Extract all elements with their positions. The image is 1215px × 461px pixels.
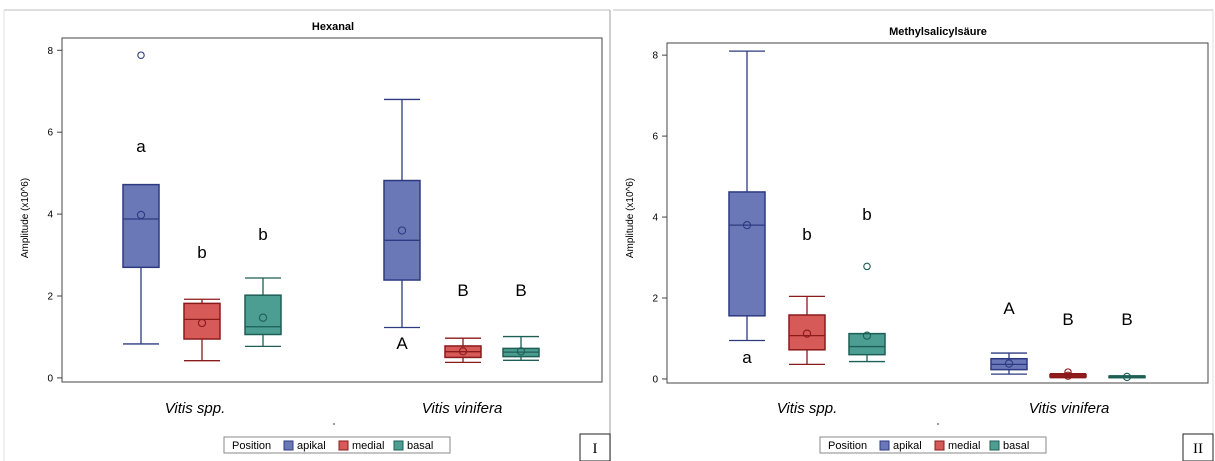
significance-letter: B <box>1062 310 1073 329</box>
legend-swatch-apikal <box>879 440 890 451</box>
box-basal: b <box>244 225 282 348</box>
y-tick-label: 2 <box>47 292 53 303</box>
box-plot: a b b A B B <box>122 51 540 363</box>
box-medial: B <box>1049 310 1087 380</box>
legend-entry: apikal <box>893 440 922 452</box>
significance-letter: b <box>197 243 206 262</box>
box-basal: B <box>502 281 540 361</box>
box-iqr <box>183 302 221 340</box>
y-tick-label: 6 <box>652 132 658 143</box>
chart-title: Hexanal <box>312 21 354 33</box>
panel-label: I <box>593 441 598 457</box>
significance-letter: b <box>802 225 811 244</box>
mean-marker <box>458 347 468 356</box>
y-tick-label: 4 <box>47 210 53 221</box>
x-category-label: Vitis spp. <box>777 400 838 417</box>
significance-letter: B <box>1121 310 1132 329</box>
x-category-label: Vitis vinifera <box>1029 400 1110 417</box>
mean-marker <box>1063 371 1073 380</box>
mean-marker <box>862 331 872 340</box>
box-iqr <box>122 183 160 269</box>
y-tick-label: 0 <box>47 373 53 384</box>
panel-label-box: I <box>579 433 611 461</box>
mean-marker <box>258 313 268 322</box>
outlier-point <box>137 51 145 59</box>
y-tick-label: 8 <box>652 51 658 62</box>
box-plot: a b b A B B <box>728 50 1146 382</box>
legend-entry: medial <box>352 440 384 452</box>
mean-marker <box>397 226 407 235</box>
outlier-point <box>863 262 871 271</box>
chart-title: Methylsalicylsäure <box>889 26 987 38</box>
y-axis: 0 2 4 6 8 <box>652 51 667 385</box>
mean-marker <box>516 347 526 356</box>
mean-marker <box>1004 359 1014 368</box>
panel-label: II <box>1193 441 1203 457</box>
plot-area <box>61 37 603 383</box>
panel-frame-left <box>3 9 611 461</box>
mean-marker <box>742 220 752 230</box>
y-tick-label: 0 <box>652 374 658 385</box>
significance-letter: b <box>862 205 871 224</box>
legend: Position apikal medial basal <box>223 436 451 454</box>
box-medial: b <box>183 243 221 362</box>
legend-swatch-medial <box>338 440 349 451</box>
box-basal: b <box>848 205 886 363</box>
y-tick-label: 2 <box>652 294 658 305</box>
legend-title: Position <box>232 440 271 452</box>
box-apikal: a <box>122 51 160 345</box>
box-iqr <box>383 179 421 281</box>
legend-entry: basal <box>1003 440 1029 452</box>
plot-area <box>666 42 1209 384</box>
panel-label-box: II <box>1182 433 1214 461</box>
box-iqr <box>728 191 766 317</box>
x-category-label: Vitis spp. <box>165 400 226 417</box>
y-axis-label: Amplitude (x10^6) <box>625 178 636 258</box>
legend-entry: apikal <box>297 440 326 452</box>
stray-dot <box>333 423 335 425</box>
y-tick-label: 4 <box>652 213 658 224</box>
y-tick-label: 6 <box>47 128 53 139</box>
significance-letter: A <box>396 334 408 353</box>
box-medial: b <box>788 225 826 366</box>
x-category-label: Vitis vinifera <box>422 400 503 417</box>
legend-title: Position <box>828 440 867 452</box>
box-iqr <box>788 314 826 351</box>
significance-letter: B <box>457 281 468 300</box>
y-tick-label: 8 <box>47 46 53 57</box>
mean-marker <box>1122 372 1132 382</box>
significance-letter: A <box>1003 299 1015 318</box>
mean-marker <box>197 318 207 328</box>
legend-swatch-medial <box>934 440 945 451</box>
significance-letter: a <box>742 348 752 367</box>
mean-marker <box>802 329 812 338</box>
legend-entry: basal <box>407 440 433 452</box>
box-basal: B <box>1108 310 1146 382</box>
significance-letter: b <box>258 225 267 244</box>
box-iqr <box>848 332 886 356</box>
legend: Position apikal medial basal <box>819 436 1047 454</box>
mean-marker <box>136 210 146 220</box>
box-medial: B <box>444 281 482 363</box>
significance-letter: a <box>136 137 146 156</box>
y-axis-label: Amplitude (x10^6) <box>20 178 31 258</box>
panel-frame-right <box>613 9 1214 461</box>
y-axis: 0 2 4 6 8 <box>47 46 62 384</box>
box-apikal: a <box>728 50 766 367</box>
legend-swatch-basal <box>393 440 404 451</box>
legend-swatch-basal <box>989 440 1000 451</box>
box-apikal: A <box>383 98 421 353</box>
legend-entry: medial <box>948 440 980 452</box>
box-iqr <box>244 294 282 336</box>
legend-swatch-apikal <box>283 440 294 451</box>
stray-dot <box>937 423 939 425</box>
significance-letter: B <box>515 281 526 300</box>
box-apikal: A <box>990 299 1028 375</box>
outlier-point <box>1064 368 1072 376</box>
